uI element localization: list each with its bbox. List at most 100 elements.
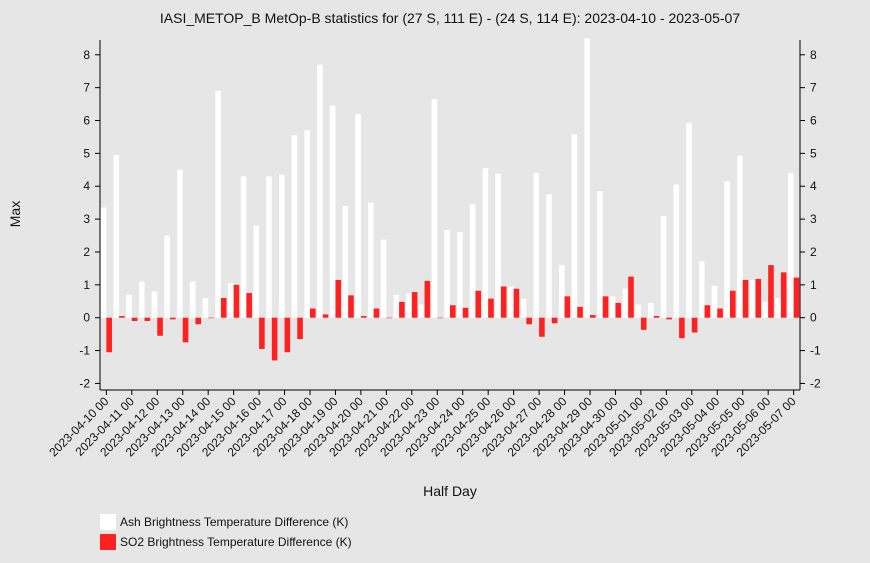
ash-bar-11 (240, 176, 247, 318)
y-tick-label-right--2: -2 (810, 376, 821, 390)
so2-bar-47 (704, 305, 711, 318)
y-tick-label-left--2: -2 (79, 376, 90, 390)
so2-bar-45 (679, 317, 685, 339)
ash-bar-30 (482, 168, 489, 318)
y-tick-label-right-2: 2 (810, 245, 817, 259)
ash-bar-1 (113, 155, 120, 318)
ash-bar-25 (418, 304, 425, 318)
y-tick-label-left-5: 5 (83, 146, 90, 160)
ash-bar-37 (571, 134, 578, 318)
ash-bar-8 (202, 297, 209, 318)
so2-bar-4 (157, 317, 163, 336)
so2-bar-29 (475, 290, 482, 318)
so2-bar-42 (640, 317, 647, 330)
so2-bar-31 (500, 286, 507, 318)
legend-item-ash: Ash Brightness Temperature Difference (K… (100, 512, 352, 532)
so2-bar-53 (780, 272, 787, 318)
y-tick-label-left-2: 2 (83, 245, 90, 259)
y-tick-label-left--1: -1 (79, 344, 90, 358)
so2-bar-25 (424, 280, 431, 318)
y-tick-label-left-4: 4 (83, 179, 90, 193)
y-tick-label-left-6: 6 (83, 114, 90, 128)
ash-bar-28 (457, 232, 463, 318)
ash-bar-22 (380, 239, 387, 318)
ash-bar-43 (648, 302, 654, 318)
y-tick-label-right-4: 4 (810, 179, 817, 193)
ash-bar-19 (342, 205, 349, 318)
so2-bar-50 (742, 279, 749, 318)
ash-bar-39 (597, 191, 603, 318)
y-tick-label-left-7: 7 (83, 81, 90, 95)
so2-bar-12 (259, 317, 265, 349)
bars-group (100, 38, 800, 361)
ash-bar-27 (444, 229, 450, 318)
ash-bar-21 (368, 202, 374, 318)
so2-bar-15 (297, 317, 303, 340)
ash-bar-26 (431, 99, 438, 318)
ash-bar-24 (406, 293, 412, 318)
y-tick-label-left-1: 1 (83, 278, 90, 292)
ash-bar-38 (584, 38, 590, 318)
ash-bar-44 (660, 215, 667, 318)
ash-bar-16 (304, 130, 310, 318)
ash-bar-18 (329, 105, 336, 318)
so2-bar-41 (628, 276, 634, 318)
so2-bar-20 (360, 316, 367, 318)
chart-title: IASI_METOP_B MetOp-B statistics for (27 … (160, 10, 740, 26)
so2-bar-2 (131, 317, 138, 321)
so2-bar-16 (310, 308, 316, 318)
ash-bar-31 (495, 173, 501, 318)
so2-bar-51 (755, 278, 762, 318)
ash-bar-51 (749, 279, 756, 318)
y-tick-label-right-1: 1 (810, 278, 817, 292)
legend-item-so2: SO2 Brightness Temperature Difference (K… (100, 532, 352, 552)
y-tick-label-right-3: 3 (810, 212, 817, 226)
so2-bar-30 (488, 298, 494, 318)
y-tick-label-right-6: 6 (810, 114, 817, 128)
ash-bar-40 (609, 296, 616, 318)
so2-bar-11 (246, 293, 252, 318)
y-tick-label-right-5: 5 (810, 146, 817, 160)
so2-bar-26 (437, 317, 443, 319)
ash-bar-41 (622, 288, 629, 318)
so2-bar-5 (170, 317, 176, 320)
ash-bar-34 (533, 173, 540, 318)
ash-bar-12 (253, 225, 260, 318)
ash-bar-50 (737, 155, 743, 318)
so2-bar-48 (717, 308, 723, 318)
y-tick-label-right-7: 7 (810, 81, 817, 95)
so2-bar-14 (284, 317, 291, 353)
so2-bar-23 (399, 301, 405, 318)
so2-bar-13 (271, 317, 278, 361)
y-tick-label-left-0: 0 (83, 311, 90, 325)
so2-bar-39 (602, 296, 609, 318)
so2-bar-6 (182, 317, 189, 343)
so2-bar-21 (373, 308, 380, 318)
ash-bar-54 (788, 173, 794, 318)
y-tick-label-right--1: -1 (810, 344, 821, 358)
so2-bar-18 (335, 279, 342, 318)
ash-bar-10 (228, 283, 234, 318)
ash-bar-7 (189, 281, 196, 318)
so2-bar-34 (539, 317, 545, 337)
so2-bar-9 (220, 297, 227, 318)
so2-bar-38 (590, 315, 596, 318)
ash-bar-6 (177, 169, 183, 318)
so2-bar-44 (666, 317, 672, 320)
so2-bar-7 (195, 317, 202, 325)
so2-bar-35 (551, 317, 558, 324)
ash-bar-14 (278, 174, 285, 318)
ash-bar-29 (469, 204, 476, 318)
legend: Ash Brightness Temperature Difference (K… (100, 512, 352, 552)
ash-bar-0 (100, 207, 107, 318)
ash-bar-32 (508, 286, 514, 318)
legend-label-ash: Ash Brightness Temperature Difference (K… (120, 515, 349, 529)
ash-bar-48 (711, 285, 718, 318)
y-tick-label-right-8: 8 (810, 48, 817, 62)
so2-bar-27 (450, 305, 456, 318)
legend-label-so2: SO2 Brightness Temperature Difference (K… (120, 535, 352, 549)
ash-bar-2 (126, 294, 132, 318)
ash-bar-23 (393, 294, 400, 318)
so2-bar-32 (513, 288, 520, 318)
